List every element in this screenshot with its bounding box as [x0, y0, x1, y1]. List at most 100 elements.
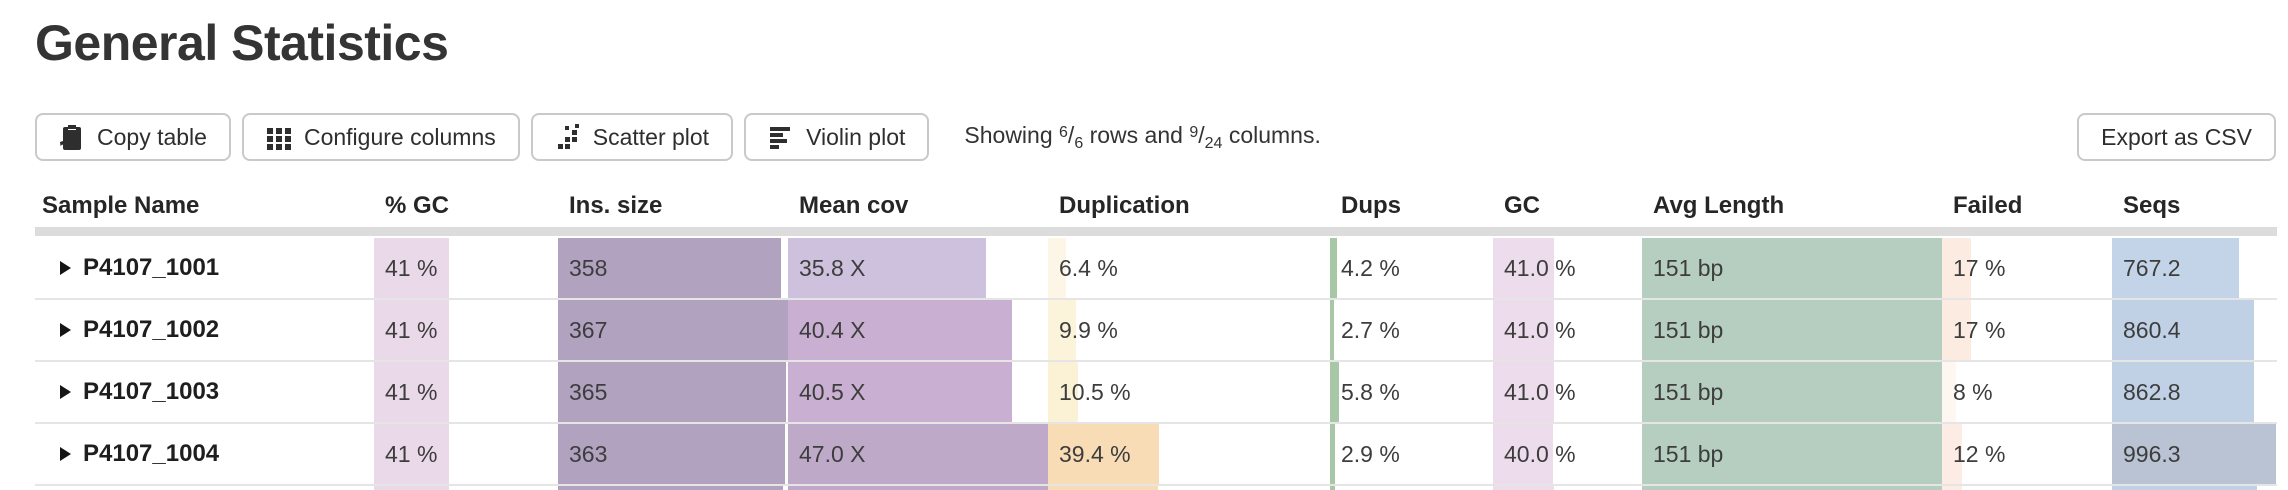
cols-total-count: 24: [1204, 134, 1223, 152]
value-bar: [1493, 238, 1555, 298]
value-bar: [558, 238, 782, 298]
value-bar: [788, 424, 1048, 484]
value-bar: [788, 300, 1012, 360]
value-bar: [1642, 486, 1942, 490]
cell-mean-cov: [788, 486, 1048, 490]
value-bar: [1942, 424, 1963, 484]
cell-dups: 2.9 %: [1330, 424, 1493, 484]
cell-gc: [1493, 486, 1642, 490]
sample-name-cell: P4107_1001: [35, 238, 374, 298]
row-expand-caret-icon[interactable]: [60, 323, 71, 337]
table-header-divider: [35, 227, 2277, 236]
value-bar: [558, 424, 785, 484]
cell-seqs: [2112, 486, 2277, 490]
value-bar: [2112, 424, 2277, 484]
value-bar: [788, 486, 1048, 490]
value-bar: [374, 362, 450, 422]
rows-total-count: 6: [1074, 134, 1084, 152]
column-header-dups[interactable]: Dups: [1341, 192, 1401, 219]
cell-avg-length: [1642, 486, 1942, 490]
table-body: P4107_1001 41 % 358 35.8 X 6.4 % 4.2 % 4…: [35, 238, 2277, 490]
cell-dups: 5.8 %: [1330, 362, 1493, 422]
column-header-pct-gc[interactable]: % GC: [385, 192, 450, 219]
value-bar: [2112, 300, 2254, 360]
configure-columns-button[interactable]: Configure columns: [241, 113, 520, 161]
cell-gc: 41.0 %: [1493, 362, 1642, 422]
column-header-mean-cov[interactable]: Mean cov: [799, 192, 909, 219]
scatter-plot-button[interactable]: Scatter plot: [530, 113, 734, 161]
value-bar: [1642, 300, 1942, 360]
table-row-partial: [35, 484, 2277, 490]
value-bar: [1048, 362, 1078, 422]
column-header-ins-size[interactable]: Ins. size: [569, 192, 663, 219]
cell-ins-size: 363: [558, 424, 788, 484]
configure-columns-label: Configure columns: [303, 123, 496, 150]
cell-pct-gc: 41 %: [374, 424, 558, 484]
cell-dups: 2.7 %: [1330, 300, 1493, 360]
row-expand-caret-icon[interactable]: [60, 385, 71, 399]
sample-name-cell: P4107_1004: [35, 424, 374, 484]
cell-dups: 4.2 %: [1330, 238, 1493, 298]
cell-duplication: 9.9 %: [1048, 300, 1330, 360]
cell-gc: 41.0 %: [1493, 300, 1642, 360]
cell-avg-length: 151 bp: [1642, 424, 1942, 484]
export-csv-button[interactable]: Export as CSV: [2077, 113, 2276, 161]
cell-avg-length: 151 bp: [1642, 362, 1942, 422]
cell-mean-cov: 35.8 X: [788, 238, 1048, 298]
column-header-duplication[interactable]: Duplication: [1059, 192, 1190, 219]
value-bar: [1642, 362, 1942, 422]
value-bar: [1493, 362, 1555, 422]
value-bar: [1048, 300, 1076, 360]
value-bar: [558, 486, 784, 490]
value-bar: [1330, 486, 1335, 490]
violin-plot-label: Violin plot: [806, 123, 906, 150]
cell-gc: 41.0 %: [1493, 238, 1642, 298]
column-header-failed[interactable]: Failed: [1953, 192, 2023, 219]
cell-duplication: 6.4 %: [1048, 238, 1330, 298]
cell-avg-length: 151 bp: [1642, 238, 1942, 298]
scatter-plot-label: Scatter plot: [592, 123, 710, 150]
value-bar: [1330, 362, 1340, 422]
cols-shown-count: 9: [1189, 123, 1199, 141]
export-csv-label: Export as CSV: [2101, 123, 2252, 150]
violin-icon: [768, 124, 794, 150]
cell-mean-cov: 40.4 X: [788, 300, 1048, 360]
cell-pct-gc: 41 %: [374, 300, 558, 360]
copy-table-button[interactable]: Copy table: [35, 113, 231, 161]
cell-failed: 8 %: [1942, 362, 2112, 422]
cell-failed: 17 %: [1942, 238, 2112, 298]
sample-name-cell: P4107_1003: [35, 362, 374, 422]
value-bar: [1942, 486, 1963, 490]
column-header-sample-name[interactable]: Sample Name: [42, 192, 200, 219]
value-bar: [1942, 362, 1956, 422]
table-row: P4107_1002 41 % 367 40.4 X 9.9 % 2.7 % 4…: [35, 298, 2277, 360]
cell-dups: [1330, 486, 1493, 490]
value-bar: [1048, 238, 1067, 298]
grid-icon: [266, 124, 292, 150]
value-bar: [374, 424, 450, 484]
cell-duplication: 39.4 %: [1048, 424, 1330, 484]
value-bar: [1642, 238, 1942, 298]
value-bar: [2112, 238, 2240, 298]
row-expand-caret-icon[interactable]: [60, 447, 71, 461]
value-bar: [1942, 300, 1971, 360]
column-header-avg-length[interactable]: Avg Length: [1653, 192, 1785, 219]
value-bar: [1493, 300, 1555, 360]
row-expand-caret-icon[interactable]: [60, 261, 71, 275]
value-bar: [2112, 362, 2254, 422]
sample-name: P4107_1003: [83, 378, 220, 405]
general-statistics-table: Sample Name % GC Ins. size Mean cov Dupl…: [35, 187, 2277, 490]
column-header-seqs[interactable]: Seqs: [2123, 192, 2181, 219]
value-bar: [374, 300, 450, 360]
value-bar: [1493, 486, 1555, 490]
violin-plot-button[interactable]: Violin plot: [744, 113, 930, 161]
value-bar: [1942, 238, 1971, 298]
value-bar: [788, 238, 986, 298]
column-header-gc[interactable]: GC: [1504, 192, 1540, 219]
sample-name-cell: [35, 486, 374, 490]
cell-ins-size: 358: [558, 238, 788, 298]
cell-mean-cov: 47.0 X: [788, 424, 1048, 484]
value-bar: [558, 362, 786, 422]
value-bar: [374, 486, 450, 490]
cell-failed: [1942, 486, 2112, 490]
